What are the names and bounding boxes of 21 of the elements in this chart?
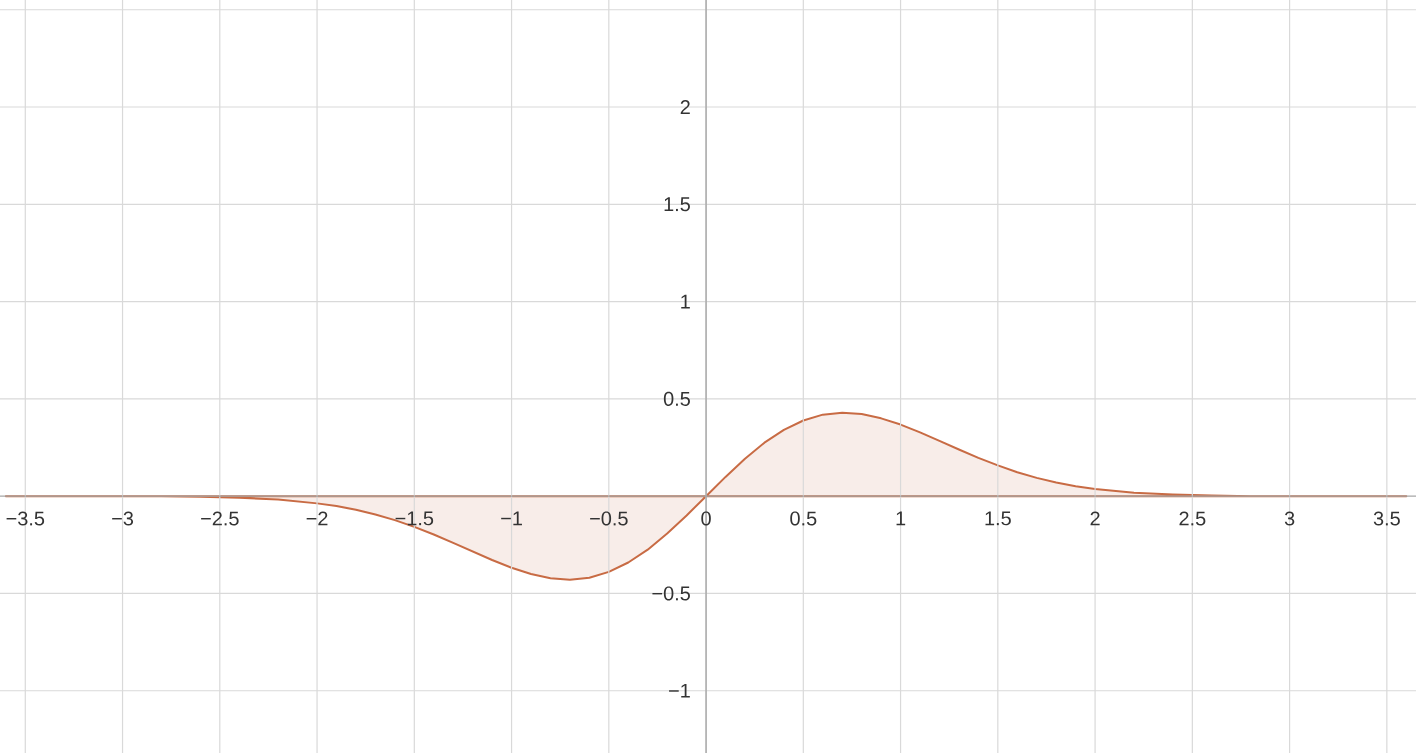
- x-tick-label: −3.5: [6, 511, 45, 526]
- y-tick-label: −0.5: [652, 586, 690, 601]
- x-tick-label: 1: [896, 511, 906, 526]
- y-tick-label: 1: [681, 294, 690, 309]
- x-tick-label: 1.5: [985, 511, 1011, 526]
- x-tick-label: 2.5: [1179, 511, 1206, 526]
- x-tick-label: 3.5: [1373, 511, 1400, 526]
- x-tick-label: 0.5: [790, 511, 817, 526]
- y-tick-label: 2: [680, 100, 690, 114]
- x-tick-label: −3: [112, 511, 134, 526]
- x-tick-label: −1: [501, 511, 522, 526]
- x-tick-label: −0.5: [590, 511, 628, 526]
- x-tick-label: 0: [701, 511, 711, 526]
- x-tick-label: −2.5: [201, 511, 239, 526]
- y-tick-label: 0.5: [663, 391, 690, 406]
- y-tick-label: 1.5: [664, 197, 690, 212]
- y-tick-label: −1: [669, 683, 690, 698]
- x-tick-label: −1.5: [395, 511, 434, 526]
- x-tick-label: 3: [1284, 511, 1295, 526]
- x-tick-label: 2: [1090, 511, 1100, 526]
- x-tick-label: −2: [306, 511, 328, 526]
